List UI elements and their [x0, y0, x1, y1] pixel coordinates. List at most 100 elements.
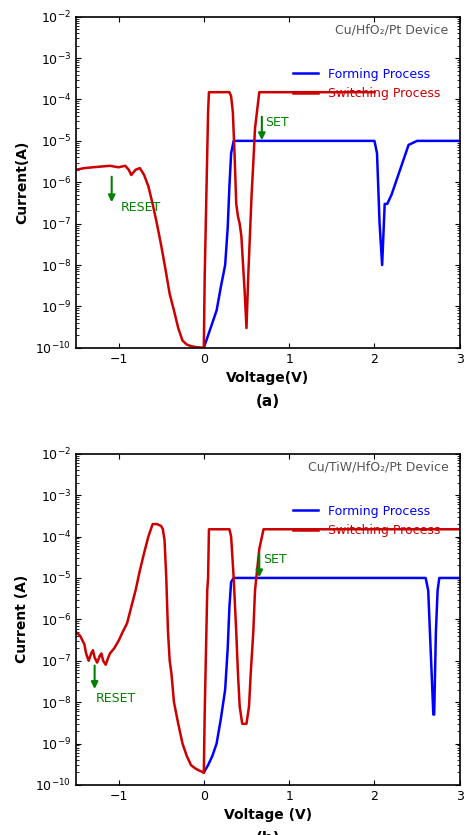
Switching Process	[203, 668, 209, 678]
Text: (b): (b)	[255, 832, 280, 835]
Switching Process	[218, 524, 224, 534]
Switching Process	[218, 87, 224, 97]
Text: Cu/TiW/HfO₂/Pt Device: Cu/TiW/HfO₂/Pt Device	[308, 460, 448, 473]
Switching Process	[238, 231, 244, 241]
Switching Process	[206, 87, 212, 97]
Forming Process	[218, 281, 224, 291]
Line: Forming Process: Forming Process	[204, 578, 460, 772]
Switching Process	[230, 107, 236, 117]
Switching Process	[244, 719, 249, 729]
Forming Process	[231, 573, 237, 583]
Switching Process	[237, 219, 243, 229]
Text: RESET: RESET	[95, 691, 136, 705]
Forming Process	[329, 136, 335, 146]
Switching Process	[329, 87, 335, 97]
Switching Process	[202, 710, 208, 720]
Switching Process	[232, 149, 237, 159]
Switching Process	[235, 668, 241, 678]
Switching Process	[256, 87, 262, 97]
Forming Process	[437, 573, 442, 583]
Forming Process	[218, 714, 224, 724]
Switching Process	[242, 289, 247, 299]
Switching Process	[286, 87, 292, 97]
Line: Switching Process: Switching Process	[204, 529, 460, 772]
Legend: Forming Process, Switching Process: Forming Process, Switching Process	[289, 500, 446, 542]
Forming Process	[457, 136, 463, 146]
Forming Process	[425, 585, 431, 595]
Forming Process	[431, 710, 437, 720]
Switching Process	[205, 107, 211, 117]
Forming Process	[429, 668, 435, 678]
Switching Process	[203, 190, 209, 200]
Switching Process	[233, 627, 239, 637]
Switching Process	[228, 532, 234, 542]
Switching Process	[237, 701, 243, 711]
Text: SET: SET	[265, 116, 289, 129]
Forming Process	[214, 738, 219, 748]
Forming Process	[205, 331, 211, 341]
Y-axis label: Current (A): Current (A)	[16, 575, 29, 664]
Forming Process	[389, 190, 394, 200]
Switching Process	[250, 158, 256, 168]
Line: Forming Process: Forming Process	[204, 141, 460, 348]
Forming Process	[205, 760, 211, 770]
Switching Process	[252, 124, 258, 134]
Text: SET: SET	[263, 553, 286, 566]
Switching Process	[329, 524, 335, 534]
Forming Process	[225, 643, 230, 653]
Switching Process	[457, 524, 463, 534]
Forming Process	[382, 199, 388, 209]
Switching Process	[372, 87, 377, 97]
Switching Process	[204, 149, 210, 159]
Switching Process	[250, 627, 256, 637]
Switching Process	[203, 231, 209, 241]
Switching Process	[246, 701, 252, 711]
Forming Process	[414, 136, 420, 146]
Forming Process	[372, 136, 377, 146]
Switching Process	[240, 260, 246, 270]
Switching Process	[249, 190, 255, 200]
X-axis label: Voltage (V): Voltage (V)	[224, 808, 312, 822]
Forming Process	[457, 573, 463, 583]
Forming Process	[374, 149, 380, 159]
Forming Process	[244, 573, 249, 583]
Switching Process	[246, 272, 251, 282]
Forming Process	[244, 136, 249, 146]
Switching Process	[204, 585, 210, 595]
Forming Process	[222, 260, 228, 270]
Forming Process	[222, 685, 228, 695]
Forming Process	[227, 602, 232, 612]
Forming Process	[210, 751, 215, 761]
Forming Process	[433, 627, 439, 637]
Switching Process	[227, 87, 232, 97]
Switching Process	[202, 272, 208, 282]
Forming Process	[379, 260, 385, 270]
Forming Process	[427, 627, 433, 637]
Forming Process	[286, 573, 292, 583]
Switching Process	[205, 573, 211, 583]
Switching Process	[210, 524, 215, 534]
Switching Process	[261, 87, 266, 97]
Forming Process	[201, 343, 207, 353]
Text: RESET: RESET	[121, 201, 161, 214]
Forming Process	[228, 577, 234, 587]
Switching Process	[203, 627, 209, 637]
Switching Process	[235, 211, 241, 221]
Switching Process	[201, 343, 207, 353]
Forming Process	[286, 136, 292, 146]
Switching Process	[227, 524, 232, 534]
Switching Process	[248, 668, 254, 678]
Switching Process	[261, 524, 266, 534]
Forming Process	[430, 710, 436, 720]
Switching Process	[252, 585, 258, 595]
Switching Process	[244, 323, 249, 333]
Forming Process	[406, 140, 411, 150]
Switching Process	[372, 524, 377, 534]
Forming Process	[228, 149, 234, 159]
Switching Process	[233, 199, 239, 209]
Forming Process	[414, 573, 420, 583]
Y-axis label: Current(A): Current(A)	[16, 140, 29, 224]
Forming Process	[214, 306, 219, 316]
Forming Process	[397, 164, 403, 175]
Switching Process	[286, 524, 292, 534]
